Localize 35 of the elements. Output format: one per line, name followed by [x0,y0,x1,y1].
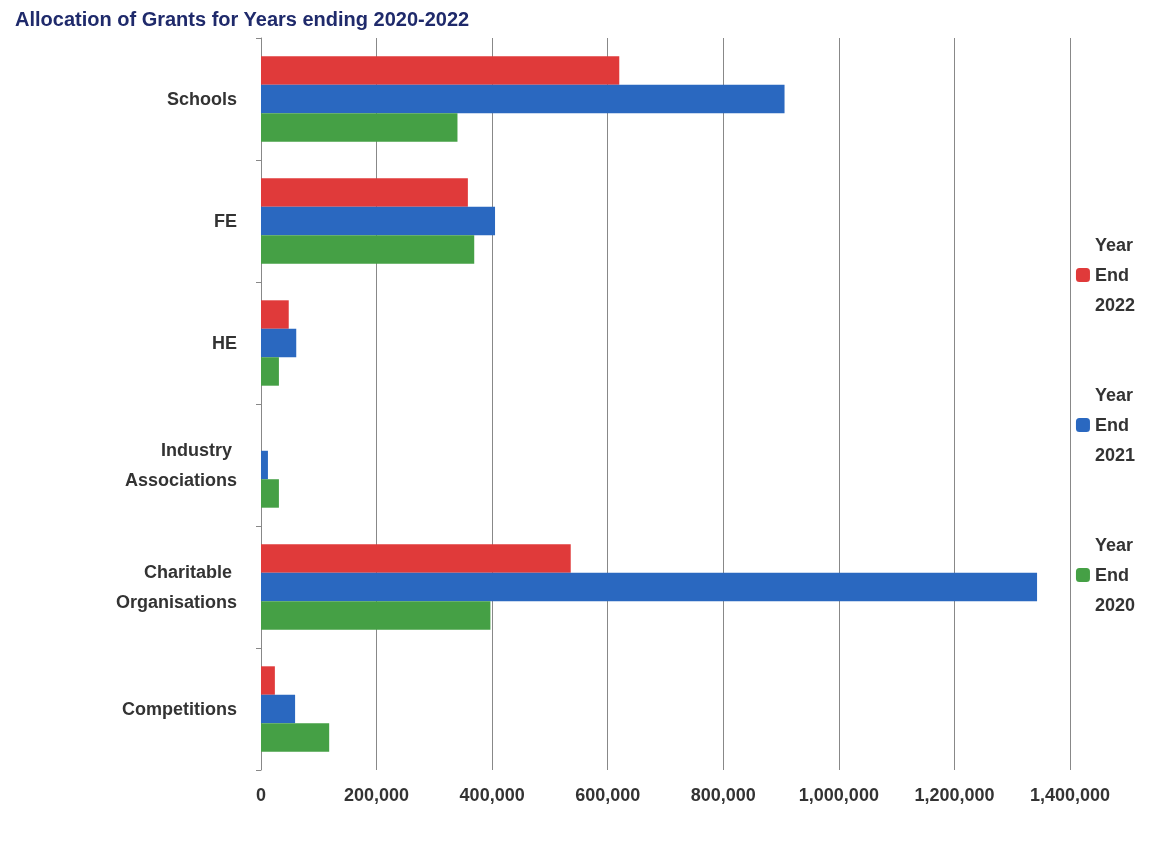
x-tick-label: 800,000 [690,785,756,805]
bar [261,357,279,386]
bar [261,572,1038,602]
bar [261,544,571,573]
chart-title: Allocation of Grants for Years ending 2020-2022 [15,8,470,30]
bar [261,694,296,724]
y-tick-label: Schools [166,89,237,109]
bar [261,450,268,480]
bar [261,723,330,752]
bar [261,601,491,630]
x-tick-label: 600,000 [575,785,641,805]
legend-label: Year End 2022 [1094,235,1135,315]
legend-label: Year End 2021 [1094,385,1135,465]
bar [261,235,475,264]
bar [261,56,620,85]
bar [261,479,279,508]
x-tick-label: 1,200,000 [914,785,995,805]
bar [261,328,297,358]
bar [261,206,496,236]
x-tick-label: 1,400,000 [1029,785,1111,805]
bar [261,84,785,114]
y-tick-label: HE [211,333,237,353]
bar [261,178,468,207]
y-tick-label: Charitable Organisations [115,562,237,612]
x-tick-label: 1,000,000 [798,785,879,805]
x-tick-label: 400,000 [459,785,525,805]
legend-label: Year End 2020 [1094,535,1135,615]
y-tick-label: Industry Associations [124,440,237,490]
bar [261,113,458,142]
x-tick-label: 200,000 [344,785,410,805]
x-tick-label: 0 [255,785,267,805]
y-tick-label: Competitions [122,699,237,719]
y-tick-label: FE [213,211,237,231]
bar [261,666,275,695]
bar [261,300,289,329]
